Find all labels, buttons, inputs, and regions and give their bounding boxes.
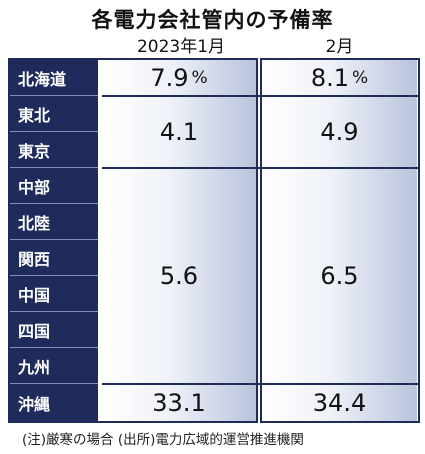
region-column: 北海道 東北 東京 中部 北陸 関西 中国 四国 九州 沖縄: [10, 60, 98, 421]
value-okinawa-jan: 33.1: [152, 389, 206, 417]
column-separator: [256, 58, 262, 423]
column-header-jan: 2023年1月: [136, 37, 226, 57]
column-jan-background: [102, 60, 256, 421]
region-label-tohoku: 東北: [10, 96, 98, 132]
value-okinawa-feb: 34.4: [312, 389, 367, 417]
value-tohoku-tokyo-jan: 4.1: [159, 118, 199, 146]
value-chubu-kyushu-feb: 6.5: [320, 262, 359, 290]
group-divider-1: [102, 95, 420, 97]
footnote: (注)厳寒の場合 (出所)電力広域的運営推進機関: [22, 432, 304, 448]
region-label-okinawa: 沖縄: [10, 384, 98, 421]
value-text: 8.1: [310, 64, 349, 92]
value-tohoku-tokyo-feb: 4.9: [320, 118, 359, 146]
region-label-hokkaido: 北海道: [10, 60, 98, 96]
column-feb-background: [262, 60, 417, 421]
percent-unit: %: [191, 68, 208, 88]
region-label-kyushu: 九州: [10, 348, 98, 384]
group-divider-2: [102, 167, 420, 169]
chart-title: 各電力会社管内の予備率: [91, 8, 334, 32]
percent-unit: %: [352, 68, 369, 88]
region-label-chugoku: 中国: [10, 276, 98, 312]
region-label-shikoku: 四国: [10, 312, 98, 348]
region-label-hokuriku: 北陸: [10, 204, 98, 240]
value-hokkaido-jan: 7.9%: [102, 60, 256, 96]
group-divider-3: [102, 383, 420, 385]
region-label-tokyo: 東京: [10, 132, 98, 168]
region-label-chubu: 中部: [10, 168, 98, 204]
value-hokkaido-feb: 8.1%: [262, 60, 417, 96]
value-text: 7.9: [150, 64, 189, 92]
column-header-feb: 2月: [325, 37, 354, 57]
value-chubu-kyushu-jan: 5.6: [159, 262, 199, 290]
region-label-kansai: 関西: [10, 240, 98, 276]
